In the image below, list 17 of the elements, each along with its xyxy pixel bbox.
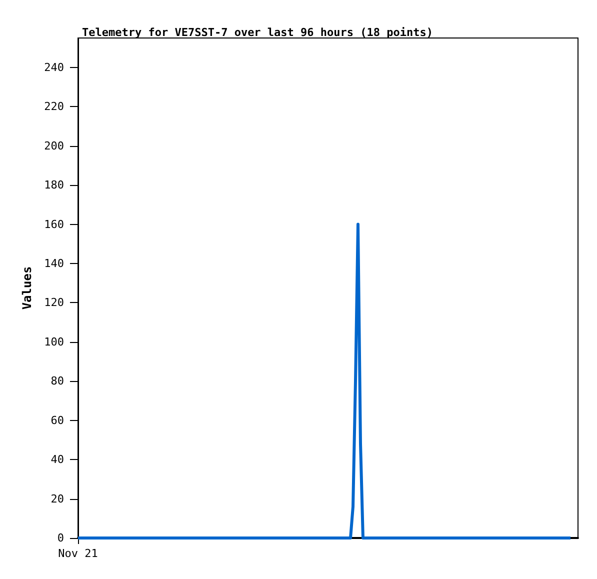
y-tick-label: 100 xyxy=(44,335,64,348)
y-tick-label: 200 xyxy=(44,139,64,152)
y-tick-label: 60 xyxy=(50,414,64,427)
line-series xyxy=(76,222,572,540)
y-tick-label: 220 xyxy=(44,100,64,114)
y-axis-title: Values xyxy=(20,266,34,310)
y-tick-label: 80 xyxy=(50,374,64,388)
y-tick-label: 20 xyxy=(50,492,64,506)
chart-title: Telemetry for VE7SST-7 over last 96 hours (18 points) xyxy=(82,26,433,39)
y-tick-label: 0 xyxy=(57,532,64,544)
y-tick-label: 180 xyxy=(44,178,64,192)
y-tick-label: 40 xyxy=(50,453,64,466)
x-tick-label: Nov 21 xyxy=(58,547,98,560)
y-tick-label: 160 xyxy=(44,218,64,231)
y-tick-label: 240 xyxy=(44,60,64,74)
y-tick-label: 140 xyxy=(44,256,64,270)
y-tick-label: 120 xyxy=(44,296,64,310)
